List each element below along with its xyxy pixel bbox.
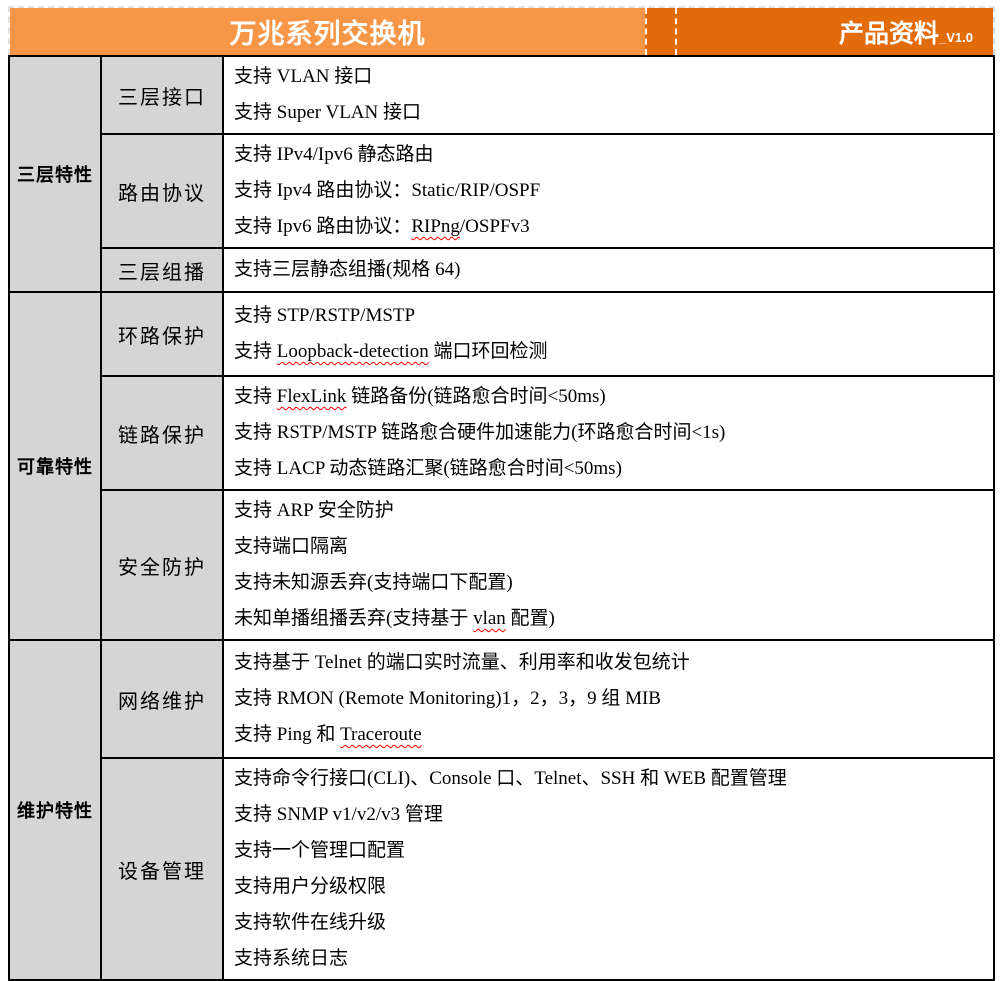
feature-line: 支持一个管理口配置 bbox=[234, 833, 985, 869]
text-segment: 支持一个管理口配置 bbox=[234, 840, 406, 861]
detail-cell: 支持三层静态组播(规格 64) bbox=[222, 247, 995, 293]
text-segment: 支持 Ipv6 路由协议： bbox=[234, 216, 412, 237]
detail-cell: 支持 IPv4/Ipv6 静态路由支持 Ipv4 路由协议：Static/RIP… bbox=[222, 133, 995, 249]
doc-version: _V1.0 bbox=[939, 29, 973, 45]
text-segment: 支持用户分级权限 bbox=[234, 876, 387, 897]
detail-cell: 支持命令行接口(CLI)、Console 口、Telnet、SSH 和 WEB … bbox=[222, 757, 995, 981]
feature-line: 支持三层静态组播(规格 64) bbox=[234, 252, 985, 288]
text-segment: 支持未知源丢弃(支持端口下配置) bbox=[234, 572, 513, 593]
text-segment: 支持 Ping 和 bbox=[234, 724, 341, 745]
text-segment: 支持系统日志 bbox=[234, 948, 349, 969]
text-segment: 支持 VLAN 接口 bbox=[234, 66, 373, 87]
detail-cell: 支持 FlexLink 链路备份(链路愈合时间<50ms) 支持 RSTP/MST… bbox=[222, 375, 995, 491]
spec-table-body: 三层特性 三层接口 支持 VLAN 接口 支持 Super VLAN 接口 路由协议 支持… bbox=[8, 55, 995, 981]
feature-line: 支持基于 Telnet 的端口实时流量、利用率和收发包统计 bbox=[234, 645, 985, 681]
banner-title-cell: 万兆系列交换机 bbox=[10, 8, 645, 55]
text-segment: 端口环回检测 bbox=[428, 341, 548, 362]
feature-line: 支持 Loopback-detection 端口环回检测 bbox=[234, 334, 985, 370]
text-segment: 未知单播组播丢弃(支持基于 bbox=[234, 608, 474, 629]
text-segment: 支持端口隔离 bbox=[234, 536, 349, 557]
feature-line: 支持 STP/RSTP/MSTP bbox=[234, 298, 985, 334]
table-row: 三层特性 三层接口 支持 VLAN 接口支持 Super VLAN 接口 bbox=[8, 55, 995, 293]
text-segment: 支持命令行接口(CLI)、Console 口、Telnet、SSH 和 WEB … bbox=[234, 768, 787, 789]
category-cell: 可靠特性 bbox=[8, 291, 102, 641]
subcategory-cell: 网络维护 bbox=[100, 639, 224, 759]
doc-text: 产品资料_V1.0 bbox=[839, 14, 973, 50]
subcategory-cell: 环路保护 bbox=[100, 291, 224, 377]
text-segment: 支持 STP/RSTP/MSTP bbox=[234, 305, 416, 326]
spec-table: 三层特性 三层接口 支持 VLAN 接口 支持 Super VLAN 接口 路由协议 支持… bbox=[8, 55, 995, 981]
text-segment: 支持 RMON (Remote Monitoring)1，2，3，9 组 MIB bbox=[234, 688, 661, 709]
feature-line: 支持端口隔离 bbox=[234, 529, 985, 565]
banner-spacer-cell bbox=[645, 8, 675, 55]
subcategory-cell: 路由协议 bbox=[100, 133, 224, 249]
category-cell: 三层特性 bbox=[8, 55, 102, 293]
detail-cell: 支持基于 Telnet 的端口实时流量、利用率和收发包统计 支持 RMON (Re… bbox=[222, 639, 995, 759]
table-row: 三层组播 支持三层静态组播(规格 64) bbox=[9, 247, 995, 293]
feature-line: 支持 Ipv4 路由协议：Static/RIP/OSPF bbox=[234, 173, 985, 209]
text-segment: 支持 RSTP/MSTP 链路愈合硬件加速能力(环路愈合时间<1s) bbox=[234, 422, 726, 443]
text-segment: 支持 bbox=[234, 386, 277, 407]
feature-line: 支持 Super VLAN 接口 bbox=[234, 95, 985, 131]
misspelled-term: vlan bbox=[473, 608, 506, 629]
misspelled-term: RIPng bbox=[411, 216, 460, 237]
feature-line: 支持系统日志 bbox=[234, 941, 985, 977]
text-segment: 配置) bbox=[505, 608, 555, 629]
detail-cell: 支持 STP/RSTP/MSTP 支持 Loopback-detection 端口… bbox=[222, 291, 995, 377]
text-segment: /OSPFv3 bbox=[459, 216, 530, 237]
text-segment: 支持软件在线升级 bbox=[234, 912, 387, 933]
header-banner: 万兆系列交换机 产品资料_V1.0 bbox=[8, 6, 995, 55]
feature-line: 支持 SNMP v1/v2/v3 管理 bbox=[234, 797, 985, 833]
feature-line: 支持 Ipv6 路由协议：RIPng/OSPFv3 bbox=[234, 209, 985, 245]
feature-line: 支持命令行接口(CLI)、Console 口、Telnet、SSH 和 WEB … bbox=[234, 761, 985, 797]
feature-line: 支持未知源丢弃(支持端口下配置) bbox=[234, 565, 985, 601]
feature-line: 未知单播组播丢弃(支持基于 vlan 配置) bbox=[234, 601, 985, 637]
feature-line: 支持用户分级权限 bbox=[234, 869, 985, 905]
misspelled-term: Traceroute bbox=[340, 724, 422, 745]
category-cell: 维护特性 bbox=[8, 639, 102, 981]
text-segment: 支持 ARP 安全防护 bbox=[234, 500, 394, 521]
table-row: 设备管理 支持命令行接口(CLI)、Console 口、Telnet、SSH 和 … bbox=[9, 757, 995, 981]
text-segment: 支持三层静态组播(规格 64) bbox=[234, 259, 461, 280]
feature-line: 支持 Ping 和 Traceroute bbox=[234, 717, 985, 753]
text-segment: 链路备份(链路愈合时间<50ms) bbox=[346, 386, 606, 407]
banner-doc-cell: 产品资料_V1.0 bbox=[675, 8, 993, 55]
feature-line: 支持软件在线升级 bbox=[234, 905, 985, 941]
text-segment: 支持 Super VLAN 接口 bbox=[234, 102, 422, 123]
feature-line: 支持 RMON (Remote Monitoring)1，2，3，9 组 MIB bbox=[234, 681, 985, 717]
table-row: 路由协议 支持 IPv4/Ipv6 静态路由支持 Ipv4 路由协议：Static… bbox=[9, 133, 995, 249]
feature-line: 支持 VLAN 接口 bbox=[234, 59, 985, 95]
detail-cell: 支持 ARP 安全防护 支持端口隔离支持未知源丢弃(支持端口下配置) 未知单播组播丢… bbox=[222, 489, 995, 641]
subcategory-cell: 安全防护 bbox=[100, 489, 224, 641]
feature-line: 支持 RSTP/MSTP 链路愈合硬件加速能力(环路愈合时间<1s) bbox=[234, 415, 985, 451]
table-row: 安全防护 支持 ARP 安全防护 支持端口隔离支持未知源丢弃(支持端口下配置) 未知单… bbox=[9, 489, 995, 641]
text-segment: 支持 bbox=[234, 341, 277, 362]
feature-line: 支持 LACP 动态链路汇聚(链路愈合时间<50ms) bbox=[234, 451, 985, 487]
text-segment: 支持 SNMP v1/v2/v3 管理 bbox=[234, 804, 443, 825]
table-row: 链路保护 支持 FlexLink 链路备份(链路愈合时间<50ms) 支持 RSTP… bbox=[9, 375, 995, 491]
text-segment: 支持 LACP 动态链路汇聚(链路愈合时间<50ms) bbox=[234, 458, 622, 479]
misspelled-term: Loopback-detection bbox=[276, 341, 429, 362]
feature-line: 支持 IPv4/Ipv6 静态路由 bbox=[234, 137, 985, 173]
detail-cell: 支持 VLAN 接口支持 Super VLAN 接口 bbox=[222, 55, 995, 135]
feature-line: 支持 ARP 安全防护 bbox=[234, 493, 985, 529]
page-title: 万兆系列交换机 bbox=[229, 19, 426, 49]
subcategory-cell: 三层组播 bbox=[100, 247, 224, 293]
subcategory-cell: 三层接口 bbox=[100, 55, 224, 135]
table-row: 维护特性 网络维护 支持基于 Telnet 的端口实时流量、利用率和收发包统计 支持 … bbox=[8, 639, 995, 981]
text-segment: 支持 Ipv4 路由协议：Static/RIP/OSPF bbox=[234, 180, 541, 201]
misspelled-term: FlexLink bbox=[276, 386, 347, 407]
text-segment: 支持 IPv4/Ipv6 静态路由 bbox=[234, 144, 434, 165]
feature-line: 支持 FlexLink 链路备份(链路愈合时间<50ms) bbox=[234, 379, 985, 415]
doc-label: 产品资料 bbox=[839, 19, 940, 48]
subcategory-cell: 设备管理 bbox=[100, 757, 224, 981]
text-segment: 支持基于 Telnet 的端口实时流量、利用率和收发包统计 bbox=[234, 652, 690, 673]
table-row: 可靠特性 环路保护 支持 STP/RSTP/MSTP 支持 Loopback-dete… bbox=[8, 291, 995, 641]
subcategory-cell: 链路保护 bbox=[100, 375, 224, 491]
